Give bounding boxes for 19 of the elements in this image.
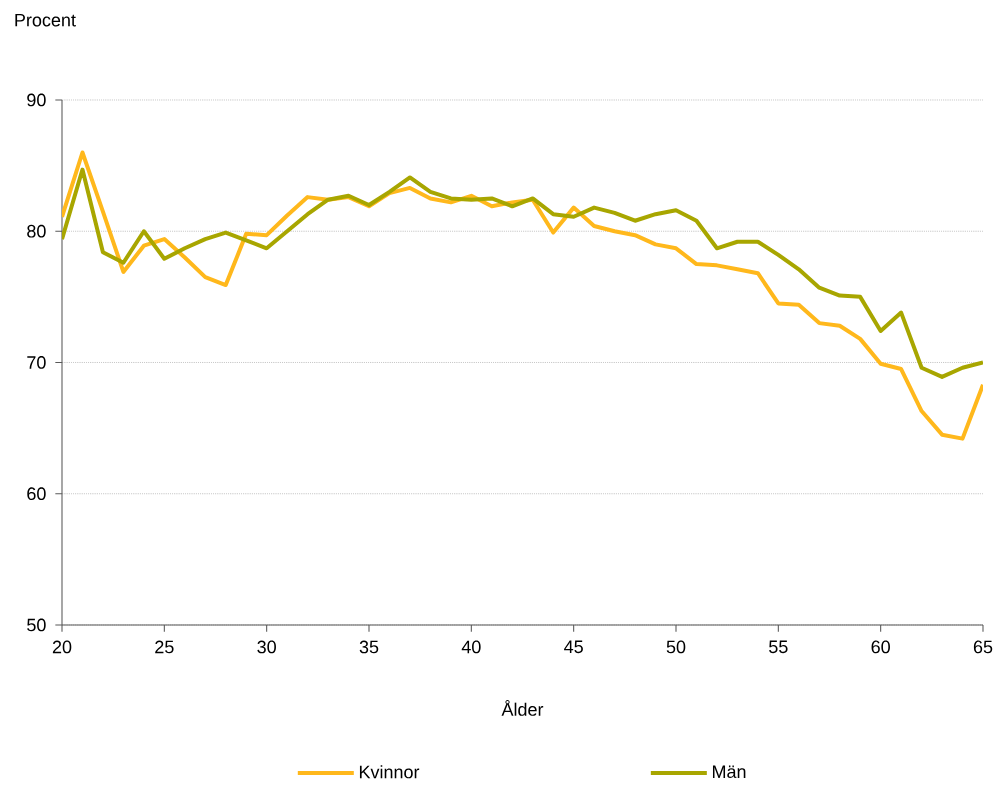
y-tick-label: 50 <box>27 618 46 632</box>
x-tick-label: 60 <box>871 640 890 654</box>
y-tick-label: 80 <box>27 224 46 238</box>
y-axis-title: Procent <box>15 13 76 27</box>
x-tick-label: 50 <box>666 640 686 654</box>
x-tick-label: 25 <box>155 640 174 654</box>
x-tick-label: 30 <box>257 640 276 654</box>
x-tick-label: 45 <box>564 640 583 654</box>
x-tick-label: 55 <box>769 640 788 654</box>
legend-label: Män <box>712 765 746 779</box>
x-tick-label: 65 <box>973 640 993 654</box>
x-axis-title: Ålder <box>501 700 544 716</box>
x-tick-label: 20 <box>52 640 72 654</box>
y-tick-label: 90 <box>27 93 46 107</box>
x-tick-label: 40 <box>461 640 481 654</box>
legend-label: Kvinnor <box>359 765 420 779</box>
y-tick-label: 70 <box>27 356 46 369</box>
y-tick-label: 60 <box>27 487 46 501</box>
x-tick-label: 35 <box>359 640 379 654</box>
